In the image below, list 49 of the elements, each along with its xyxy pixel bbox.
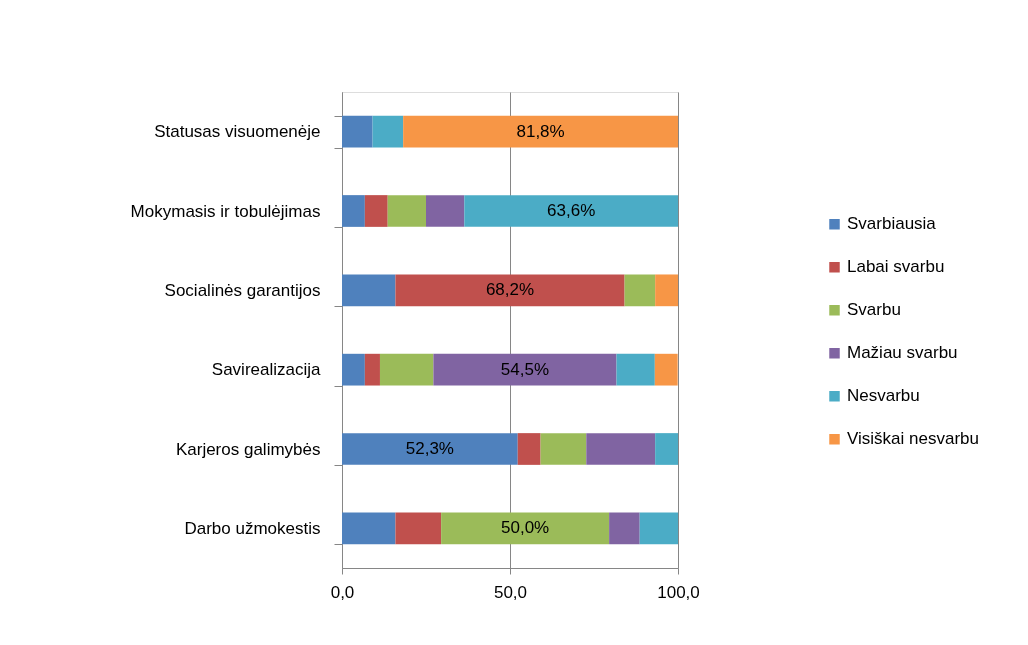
bar bbox=[464, 195, 678, 227]
bar bbox=[586, 433, 656, 465]
bar bbox=[654, 353, 678, 386]
bar bbox=[395, 274, 625, 307]
data-label: 81,8% bbox=[516, 121, 565, 141]
bar bbox=[379, 353, 434, 386]
legend-label: Svarbiausia bbox=[847, 214, 937, 234]
data-label: 50,0% bbox=[501, 518, 550, 538]
y-tick-label: Karjeros galimybės bbox=[175, 439, 321, 459]
x-tick-label: 50,0 bbox=[493, 582, 528, 602]
bar bbox=[342, 433, 518, 465]
y-tick-label: Darbo užmokestis bbox=[184, 518, 321, 538]
bar bbox=[387, 195, 426, 227]
data-label: 68,2% bbox=[485, 280, 535, 300]
bar bbox=[655, 433, 678, 465]
bar bbox=[441, 512, 610, 545]
bar bbox=[540, 433, 587, 465]
bar bbox=[364, 353, 380, 386]
bar bbox=[616, 353, 655, 386]
bar bbox=[342, 195, 365, 227]
y-tick-label: Socialinės garantijos bbox=[164, 280, 321, 300]
bar bbox=[624, 274, 656, 307]
bar bbox=[426, 195, 465, 227]
data-label: 63,6% bbox=[547, 201, 596, 220]
bar bbox=[609, 512, 640, 545]
x-tick-label: 100,0 bbox=[657, 582, 700, 602]
y-tick-label: Statusas visuomenėje bbox=[154, 122, 321, 142]
legend-label: Nesvarbu bbox=[847, 386, 920, 406]
legend-label: Labai svarbu bbox=[847, 257, 945, 277]
bar bbox=[364, 195, 388, 227]
bar bbox=[433, 353, 617, 386]
legend-label: Visiškai nesvarbu bbox=[847, 429, 979, 449]
bar bbox=[395, 512, 442, 545]
bar bbox=[639, 512, 678, 545]
bar bbox=[342, 353, 365, 386]
bar bbox=[403, 115, 678, 148]
y-tick-label: Savirealizacija bbox=[211, 360, 322, 380]
data-label: 54,5% bbox=[500, 359, 550, 379]
bar bbox=[342, 512, 396, 545]
bar bbox=[372, 115, 404, 148]
legend-label: Mažiau svarbu bbox=[847, 343, 958, 363]
data-label: 52,3% bbox=[405, 439, 454, 458]
x-tick-label: 0,0 bbox=[330, 582, 355, 602]
bar bbox=[342, 115, 373, 148]
y-tick-label: Mokymasis ir tobulėjimas bbox=[130, 201, 321, 221]
bar bbox=[517, 433, 541, 465]
bar bbox=[342, 274, 396, 307]
bar bbox=[655, 274, 678, 307]
legend-label: Svarbu bbox=[847, 300, 901, 320]
